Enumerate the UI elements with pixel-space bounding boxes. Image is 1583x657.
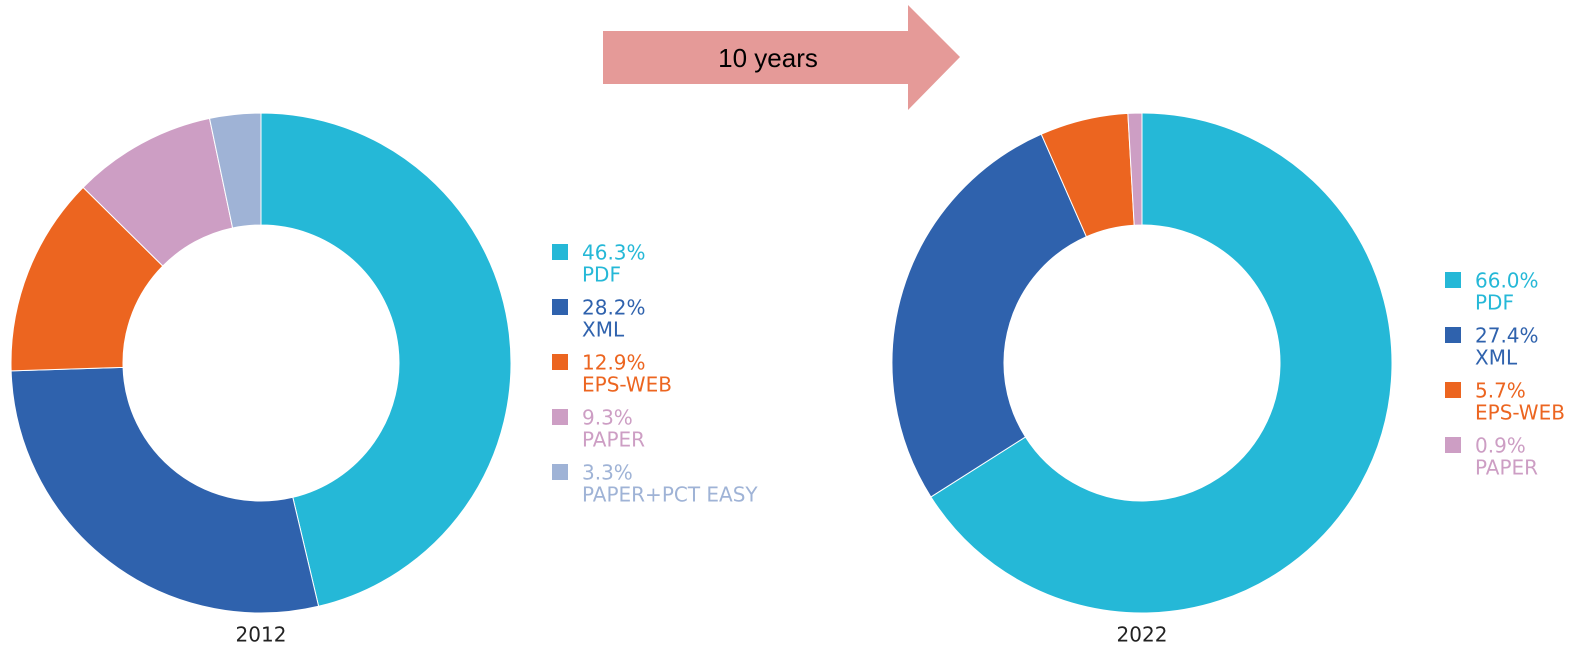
legend-swatch: [552, 409, 568, 425]
chart-title: 2012: [236, 623, 287, 647]
legend-swatch: [1445, 327, 1461, 343]
donut-segment: [260, 112, 512, 607]
donut-segment: [930, 112, 1393, 614]
legend-value: 66.0%: [1475, 269, 1539, 293]
legend-value: 28.2%: [582, 296, 646, 320]
arrow-label: 10 years: [718, 43, 818, 73]
donut-segment: [1127, 112, 1143, 226]
legend-label: PDF: [1475, 291, 1514, 315]
legend-value: 0.9%: [1475, 434, 1526, 458]
chart-title: 2022: [1117, 623, 1168, 647]
legend-value: 46.3%: [582, 241, 646, 265]
legend-label: XML: [1475, 346, 1518, 370]
legend-label: EPS-WEB: [582, 373, 672, 397]
donut-segment: [891, 133, 1088, 498]
legend-swatch: [552, 464, 568, 480]
arrow-shape: [603, 5, 960, 110]
arrow: 10 years: [603, 5, 960, 110]
legend-value: 12.9%: [582, 351, 646, 375]
legend-label: EPS-WEB: [1475, 401, 1565, 425]
legend-swatch: [1445, 382, 1461, 398]
legend-swatch: [1445, 437, 1461, 453]
donut-segment: [10, 366, 320, 614]
legend-value: 9.3%: [582, 406, 633, 430]
donut-segment: [208, 112, 262, 229]
legend-label: PAPER: [1475, 456, 1538, 480]
legend-swatch: [552, 299, 568, 315]
legend-label: PAPER+PCT EASY: [582, 483, 758, 507]
legend-swatch: [1445, 272, 1461, 288]
legend-swatch: [552, 244, 568, 260]
legend-value: 5.7%: [1475, 379, 1526, 403]
legend-value: 27.4%: [1475, 324, 1539, 348]
legend-label: XML: [582, 318, 625, 342]
legend-value: 3.3%: [582, 461, 633, 485]
legend-swatch: [552, 354, 568, 370]
legend-label: PDF: [582, 263, 621, 287]
legend-label: PAPER: [582, 428, 645, 452]
